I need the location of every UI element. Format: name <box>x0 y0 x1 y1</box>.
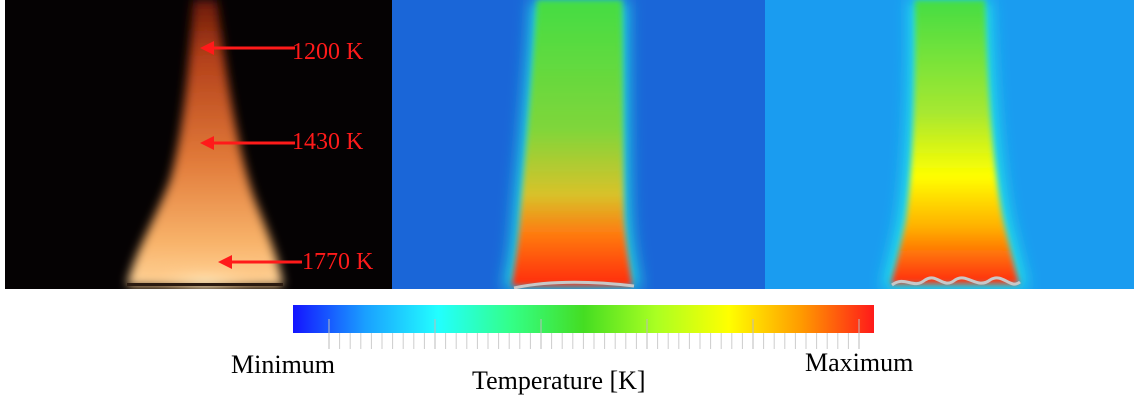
label-1770k: 1770 K <box>302 249 374 275</box>
arrow-1200k <box>200 41 295 55</box>
temperature-field-2 <box>765 0 1134 289</box>
colorbar-min-label: Minimum <box>231 350 336 379</box>
label-1200k: 1200 K <box>292 39 364 65</box>
label-1430k: 1430 K <box>292 129 364 155</box>
simulation-panel-2 <box>765 0 1134 289</box>
colorbar-title: Temperature [K] <box>472 366 646 395</box>
simulation-panel-1 <box>392 0 765 289</box>
temperature-field-1 <box>392 0 765 289</box>
colorbar-max-label: Maximum <box>805 348 914 377</box>
arrow-1430k <box>200 136 295 150</box>
colorbar-ticks <box>328 319 860 349</box>
temperature-colorbar <box>293 305 874 333</box>
arrow-1770k <box>218 255 302 269</box>
